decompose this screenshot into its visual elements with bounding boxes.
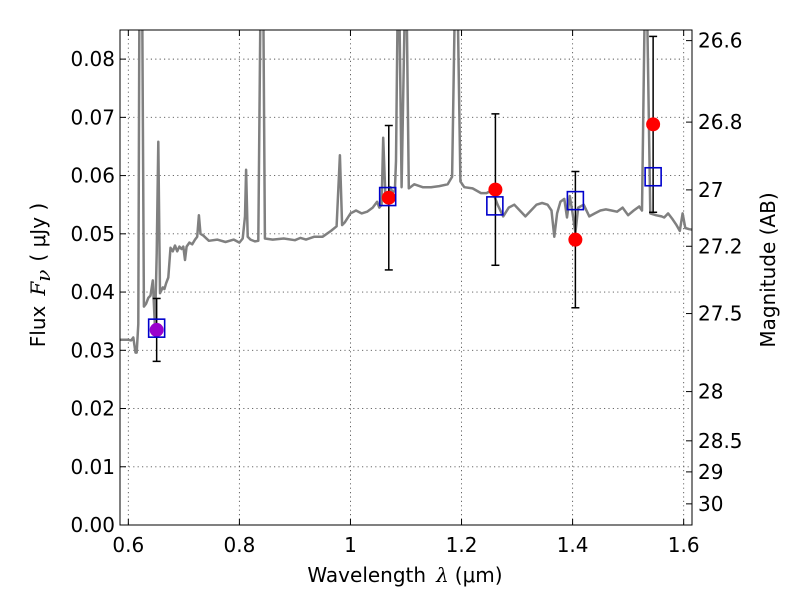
model-point [147,318,166,338]
y-tick-label: 0.07 [70,105,115,129]
model-point [566,190,585,211]
observed-point [381,190,396,205]
grid [120,30,692,526]
observed-point [568,232,583,247]
x-axis-label-unit: (μm) [455,563,503,587]
y-axis-label: Flux Fν ( μJy ) [26,203,55,347]
model-point [644,166,662,187]
y-tick-label: 0.04 [70,280,115,304]
model-point [378,186,397,207]
magnitude-tick-label: 26.6 [698,29,743,53]
model-point [486,196,504,216]
magnitude-tick-label: 30 [698,492,723,516]
y-tick-label: 0.01 [70,455,115,479]
magnitude-tick-label: 26.8 [698,110,743,134]
y-tick-label: 0.06 [70,164,115,188]
observed-point [149,322,164,337]
y-tick-label: 0.00 [70,513,115,537]
x-tick-labels: 0.6 0.8 1 1.2 1.4 1.6 [112,533,699,557]
x-tick-label: 1.6 [668,533,700,557]
magnitude-axis-label: Magnitude (AB) [756,192,780,347]
y-axis-label-symbol: F [26,281,50,297]
magnitude-tick-label: 28.5 [698,429,743,453]
x-tick-label: 1.4 [557,533,589,557]
spectrum-series [120,30,692,354]
y-tick-labels: 0.00 0.01 0.02 0.03 0.04 0.05 0.06 0.07 0.08 [70,47,115,537]
x-axis-label: Wavelength λ (μm) [307,563,502,587]
x-tick-label: 0.8 [223,533,255,557]
x-axis-label-text: Wavelength [307,563,426,587]
y-tick-label: 0.08 [70,47,115,71]
y-axis-label-subscript: ν [31,270,55,282]
magnitude-tick-label: 27.5 [698,302,743,326]
observed-point [646,117,661,132]
y-axis-label-unit: ( μJy ) [26,203,50,262]
plot-frame [119,29,693,526]
x-tick-label: 0.6 [112,533,144,557]
observed-series [149,117,661,337]
spectrum-line [120,30,692,354]
y-tick-label: 0.03 [70,338,115,362]
y-axis-label-text: Flux [26,305,50,347]
x-axis-label-symbol: λ [435,563,449,587]
x-tick-label: 1 [344,533,357,557]
x-tick-label: 1.2 [446,533,478,557]
model-series [147,166,662,338]
magnitude-tick-label: 27.2 [698,234,743,258]
magnitude-tick-label: 28 [698,380,723,404]
magnitude-tick-label: 29 [698,460,723,484]
error-bars [152,35,658,363]
observed-point [488,182,503,197]
magnitude-tick-labels: 26.6 26.8 27 27.2 27.5 28 28.5 29 30 [698,29,743,516]
ticks [120,30,692,526]
y-tick-label: 0.05 [70,222,115,246]
y-tick-label: 0.02 [70,397,115,421]
magnitude-tick-label: 27 [698,178,723,202]
